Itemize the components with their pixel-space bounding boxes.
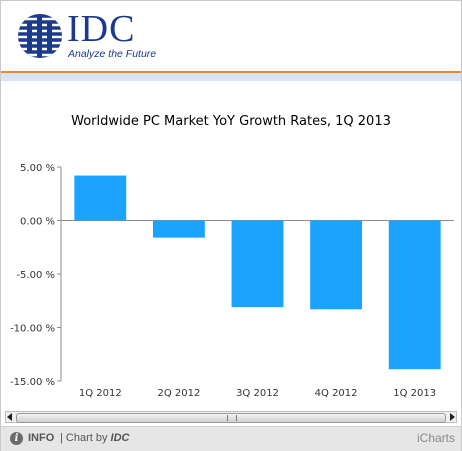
info-button[interactable]: INFO <box>28 432 55 444</box>
bar <box>310 220 363 310</box>
logo-text: IDC <box>67 8 136 50</box>
x-tick-label: 2Q 2012 <box>157 388 200 399</box>
footer: i INFO | Chart by IDC iCharts <box>1 426 461 451</box>
chart-credit: | Chart by IDC <box>60 432 130 444</box>
chart-by-brand: IDC <box>110 432 130 444</box>
scroll-right-arrow-icon[interactable] <box>450 413 455 421</box>
x-tick-label: 4Q 2012 <box>315 388 358 399</box>
bar <box>388 220 441 370</box>
bar <box>152 220 205 238</box>
header-divider <box>1 71 461 73</box>
bar-chart: 5.00 % 0.00 % -5.00 % -10.00 % -15.00 % 1Q 20… <box>10 163 454 399</box>
y-tick-label: -5.00 % <box>16 270 55 281</box>
y-tick-label: -10.00 % <box>10 324 55 335</box>
header: IDC Analyze the Future <box>1 1 461 71</box>
chart-title: Worldwide PC Market YoY Growth Rates, 1Q… <box>71 114 391 129</box>
icharts-link[interactable]: iCharts <box>416 431 455 445</box>
scroll-thumb[interactable] <box>16 413 446 423</box>
chart-by-prefix: | Chart by <box>60 432 111 444</box>
header-band <box>1 73 461 81</box>
scroll-left-arrow-icon[interactable] <box>7 413 12 421</box>
bar <box>231 220 284 308</box>
info-icon[interactable]: i <box>10 432 23 445</box>
y-tick-label: -15.00 % <box>10 377 55 388</box>
y-tick-label: 0.00 % <box>20 217 55 228</box>
horizontal-scrollbar[interactable] <box>5 411 457 423</box>
x-tick-label: 1Q 2012 <box>79 388 122 399</box>
x-tick-label: 3Q 2012 <box>236 388 279 399</box>
scroll-grip-icon <box>227 415 237 421</box>
bar <box>74 175 127 221</box>
y-tick-label: 5.00 % <box>20 163 55 174</box>
globe-logo-icon <box>18 14 62 58</box>
x-tick-label: 1Q 2013 <box>393 388 436 399</box>
logo-tagline: Analyze the Future <box>68 48 157 60</box>
